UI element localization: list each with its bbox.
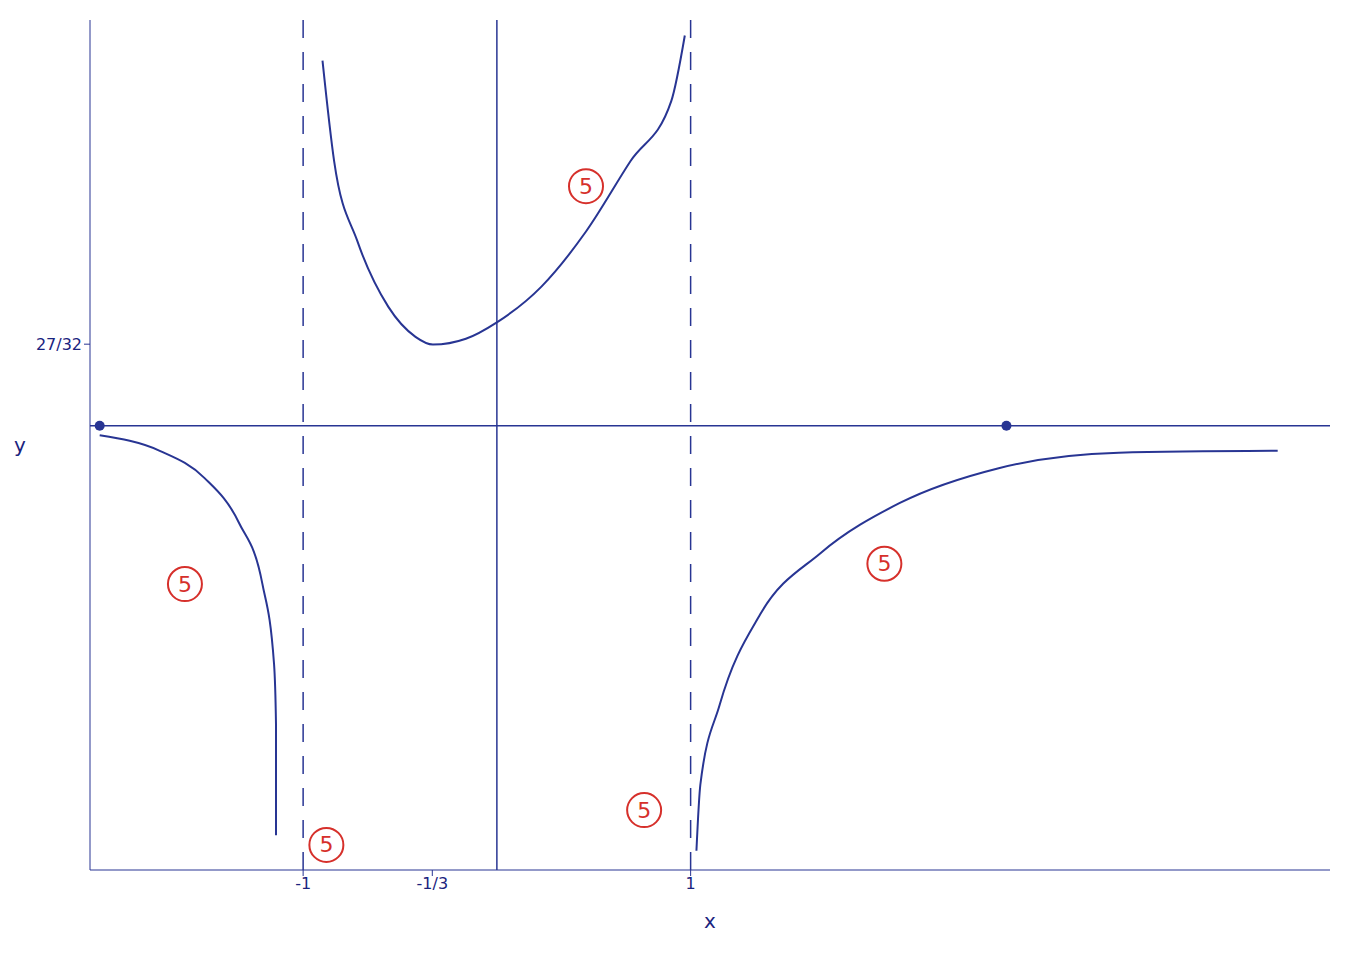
svg-text:5: 5 <box>877 551 891 576</box>
svg-text:27/32: 27/32 <box>36 335 82 354</box>
svg-text:5: 5 <box>637 798 651 823</box>
svg-text:y: y <box>14 433 26 457</box>
svg-text:5: 5 <box>579 174 593 199</box>
svg-text:-1/3: -1/3 <box>417 874 449 893</box>
svg-text:5: 5 <box>319 832 333 857</box>
svg-text:-1: -1 <box>295 874 311 893</box>
svg-text:x: x <box>704 909 716 933</box>
svg-text:5: 5 <box>178 572 192 597</box>
svg-text:1: 1 <box>686 874 696 893</box>
